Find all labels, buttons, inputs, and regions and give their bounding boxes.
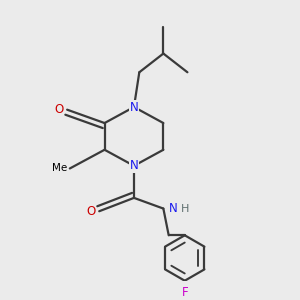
Text: N: N xyxy=(130,159,138,172)
Text: F: F xyxy=(182,286,188,299)
Text: H: H xyxy=(181,204,189,214)
Text: Me: Me xyxy=(52,164,67,173)
Text: N: N xyxy=(130,100,138,113)
Text: N: N xyxy=(169,202,178,215)
Text: O: O xyxy=(55,103,64,116)
Text: O: O xyxy=(87,205,96,218)
